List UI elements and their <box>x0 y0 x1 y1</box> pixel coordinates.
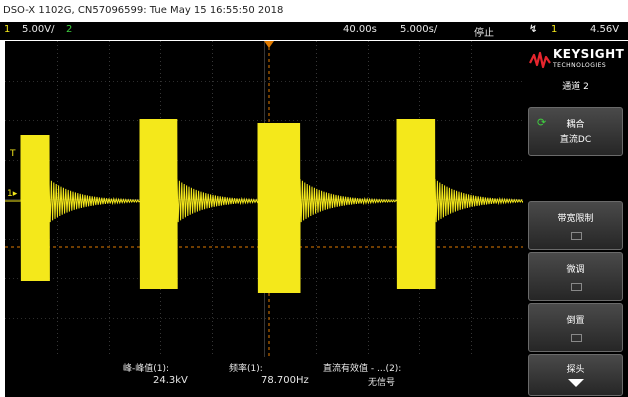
trigger-level-marker: T <box>10 149 16 159</box>
invert-label: 倒置 <box>566 316 585 326</box>
bandwidth-limit-softkey[interactable]: 带宽限制 <box>528 201 623 250</box>
channel-1-ground-marker: 1▸ <box>7 189 18 199</box>
channel-1-scale[interactable]: 5.00V/ <box>22 24 55 35</box>
keysight-wave-icon <box>529 51 551 69</box>
peak-to-peak-value: 24.3kV <box>153 375 188 386</box>
bandwidth-limit-label: 带宽限制 <box>557 214 594 224</box>
trigger-channel[interactable]: 1 <box>551 24 558 35</box>
run-state[interactable]: 停止 <box>474 28 494 39</box>
trigger-level[interactable]: 4.56V <box>590 24 620 35</box>
waveform-display[interactable]: T 1▸ <box>5 41 523 357</box>
invert-softkey[interactable]: 倒置 <box>528 303 623 352</box>
fine-softkey[interactable]: 微调 <box>528 252 623 301</box>
probe-softkey[interactable]: 探头 <box>528 354 623 396</box>
coupling-value: 直流DC <box>559 135 592 145</box>
timebase-scale[interactable]: 5.000s/ <box>400 24 438 35</box>
waveform-canvas <box>5 41 523 357</box>
brand-subtitle: TECHNOLOGIES <box>553 62 607 69</box>
trigger-time-marker <box>264 41 274 48</box>
submenu-arrow-icon <box>568 379 584 387</box>
dc-rms-value: 无信号 <box>368 378 396 388</box>
measurement-bar: 峰-峰值(1): 24.3kV 频率(1): 78.700Hz 直流有效值 - … <box>5 357 523 397</box>
probe-label: 探头 <box>566 365 585 375</box>
invert-checkbox <box>571 334 582 342</box>
coupling-label: 耦合 <box>566 120 585 130</box>
rotate-knob-icon: ⟳ <box>537 116 547 129</box>
status-bar: 1 5.00V/ 2 40.00s 5.000s/ 停止 ↯ 1 4.56V <box>0 22 628 40</box>
softkey-panel: KEYSIGHT TECHNOLOGIES 通道 2 ⟳ 耦合 直流DC 带宽限… <box>523 41 628 397</box>
menu-title: 通道 2 <box>562 82 589 92</box>
trigger-icon: ↯ <box>529 24 538 35</box>
fine-checkbox <box>571 283 582 291</box>
keysight-logo: KEYSIGHT TECHNOLOGIES <box>527 45 627 77</box>
bandwidth-limit-checkbox <box>571 232 582 240</box>
dc-rms-label: 直流有效值 - ...(2): <box>323 364 402 374</box>
fine-label: 微调 <box>566 265 585 275</box>
brand-name: KEYSIGHT <box>553 47 625 61</box>
channel-1-trace <box>5 118 523 294</box>
timebase-position[interactable]: 40.00s <box>343 24 377 35</box>
window-title: DSO-X 1102G, CN57096599: Tue May 15 16:5… <box>0 0 628 22</box>
channel-2-number[interactable]: 2 <box>66 24 73 35</box>
coupling-softkey[interactable]: ⟳ 耦合 直流DC <box>528 107 623 156</box>
peak-to-peak-label: 峰-峰值(1): <box>123 364 170 374</box>
channel-1-number[interactable]: 1 <box>4 24 11 35</box>
frequency-label: 频率(1): <box>229 364 263 374</box>
frequency-value: 78.700Hz <box>261 375 309 386</box>
